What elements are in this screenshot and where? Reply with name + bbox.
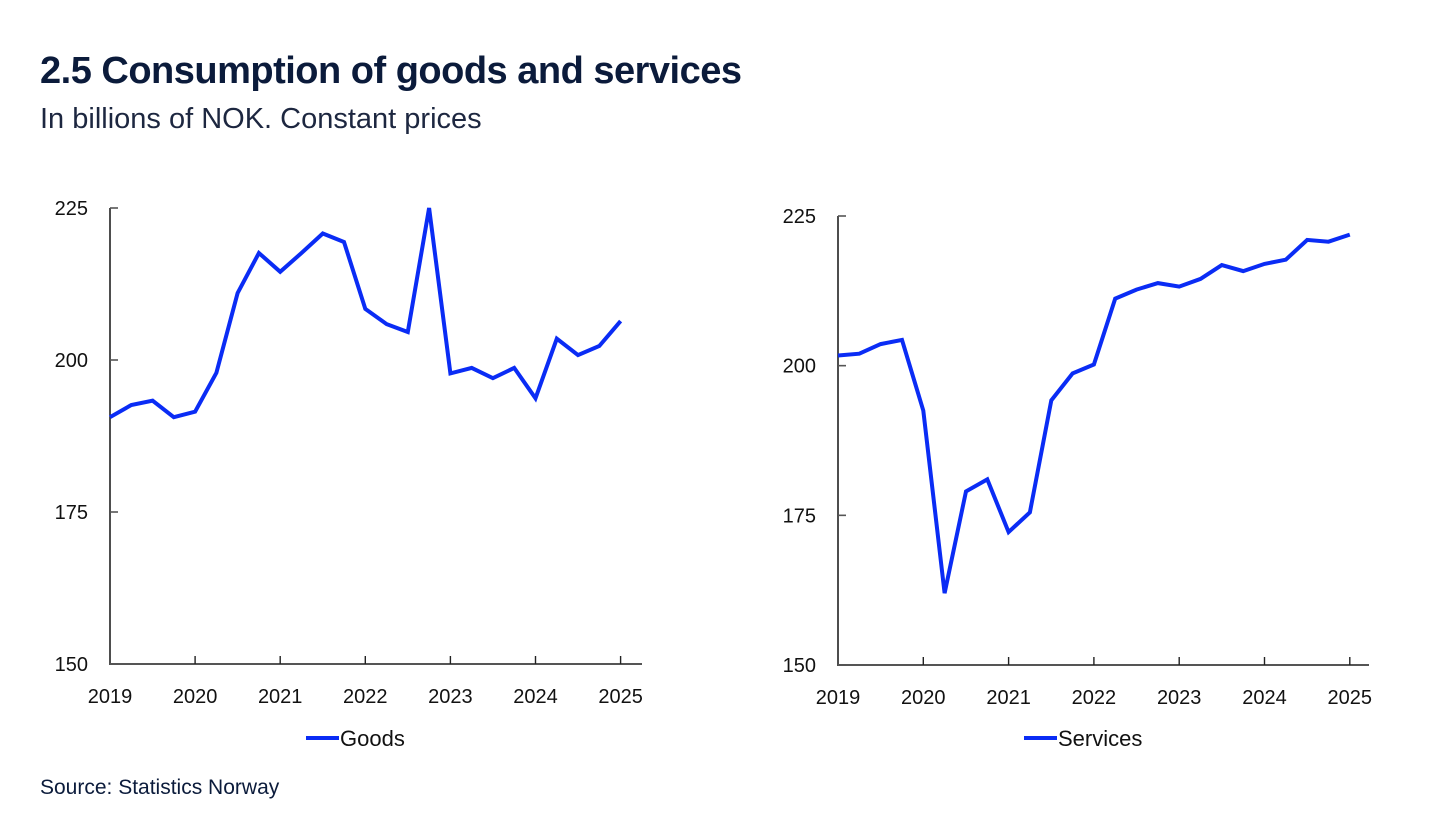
legend-label-goods: Goods <box>340 726 405 751</box>
data-point <box>214 371 218 375</box>
data-point <box>1113 297 1117 301</box>
data-point <box>1220 263 1224 267</box>
data-point <box>1071 371 1075 375</box>
x-tick-label: 2020 <box>173 686 218 708</box>
data-point <box>236 291 240 295</box>
y-tick-label: 225 <box>783 206 816 228</box>
y-tick-label: 200 <box>783 356 816 378</box>
x-tick-label: 2025 <box>598 686 643 708</box>
data-point <box>321 232 325 236</box>
data-point <box>406 330 410 334</box>
x-tick-label: 2024 <box>513 686 558 708</box>
goods-chart-panel: 150 175 200 225 2019 2020 2021 2022 2023 2024 2025… <box>55 198 643 751</box>
data-point <box>857 352 861 356</box>
data-point <box>1284 258 1288 262</box>
data-point <box>300 251 304 255</box>
data-point <box>257 251 261 255</box>
data-point <box>1327 240 1331 244</box>
data-point <box>1049 398 1053 402</box>
y-tick-label: 200 <box>55 350 88 372</box>
source-note: Source: Statistics Norway <box>40 776 280 799</box>
data-point <box>900 338 904 342</box>
data-point <box>1263 262 1267 266</box>
chart-title: 2.5 Consumption of goods and services <box>40 50 742 92</box>
y-tick-label: 150 <box>55 654 88 676</box>
y-tick-label: 150 <box>783 655 816 677</box>
y-tick-label: 175 <box>783 505 816 527</box>
data-point <box>576 353 580 357</box>
data-point <box>278 270 282 274</box>
x-tick-label: 2024 <box>1242 687 1287 709</box>
services-chart-panel: 150 175 200 225 2019 2020 2021 2022 2023 2024 2025… <box>783 206 1372 751</box>
data-point <box>1156 281 1160 285</box>
y-tick-label: 225 <box>55 198 88 220</box>
data-point <box>1348 233 1352 237</box>
data-point <box>193 410 197 414</box>
data-point <box>363 307 367 311</box>
data-point <box>108 415 112 419</box>
data-point <box>619 319 623 323</box>
data-point <box>534 396 538 400</box>
x-tick-label: 2019 <box>816 687 861 709</box>
x-tick-label: 2019 <box>88 686 133 708</box>
x-tick-label: 2023 <box>428 686 473 708</box>
data-point <box>1007 530 1011 534</box>
data-point <box>985 477 989 481</box>
chart-subtitle: In billions of NOK. Constant prices <box>40 103 482 135</box>
series-line-services <box>837 232 1351 594</box>
data-point <box>921 409 925 413</box>
data-point <box>491 376 495 380</box>
data-point <box>1241 269 1245 273</box>
data-point <box>172 415 176 419</box>
y-tick-label: 175 <box>55 502 88 524</box>
data-point <box>342 240 346 244</box>
x-tick-label: 2021 <box>986 687 1031 709</box>
data-point <box>964 489 968 493</box>
x-tick-label: 2025 <box>1328 687 1373 709</box>
data-point <box>1092 363 1096 367</box>
x-tick-label: 2022 <box>1072 687 1117 709</box>
x-tick-label: 2023 <box>1157 687 1202 709</box>
data-point <box>836 354 840 358</box>
data-point <box>597 344 601 348</box>
data-point <box>427 206 431 210</box>
x-tick-label: 2021 <box>258 686 303 708</box>
data-point <box>879 342 883 346</box>
data-point <box>512 366 516 370</box>
data-point <box>385 322 389 326</box>
data-point <box>1305 238 1309 242</box>
data-point <box>1199 277 1203 281</box>
x-tick-label: 2020 <box>901 687 946 709</box>
legend-label-services: Services <box>1058 726 1142 751</box>
data-point <box>1177 285 1181 289</box>
data-point <box>943 591 947 595</box>
x-tick-label: 2022 <box>343 686 388 708</box>
data-point <box>448 371 452 375</box>
data-point <box>470 366 474 370</box>
data-point <box>151 399 155 403</box>
data-point <box>129 403 133 407</box>
series-line-goods <box>109 207 623 420</box>
data-point <box>555 337 559 341</box>
data-point <box>1135 288 1139 292</box>
data-point <box>1028 510 1032 514</box>
